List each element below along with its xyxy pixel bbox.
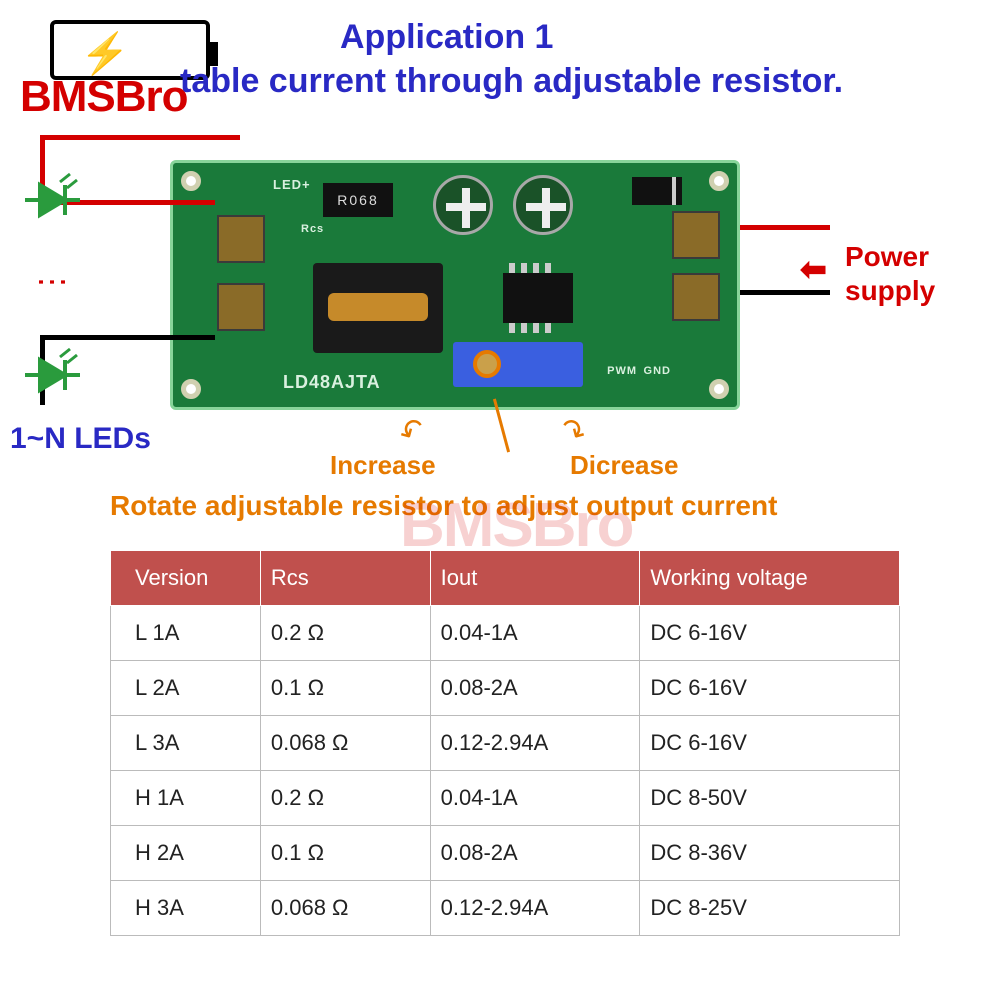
table-row: H 1A0.2 Ω0.04-1ADC 8-50V xyxy=(111,771,900,826)
pad-led-minus xyxy=(217,283,265,331)
table-cell: 0.2 Ω xyxy=(260,606,430,661)
table-cell: 0.08-2A xyxy=(430,661,640,716)
wire-negative xyxy=(40,335,215,340)
mounting-hole xyxy=(181,379,201,399)
table-header-row: Version Rcs Iout Working voltage xyxy=(111,551,900,606)
table-cell: L 1A xyxy=(111,606,261,661)
table-cell: DC 8-50V xyxy=(640,771,900,826)
col-iout: Iout xyxy=(430,551,640,606)
ellipsis-dots: ⋮ xyxy=(45,266,61,296)
diode-icon xyxy=(632,177,682,205)
mounting-hole xyxy=(709,379,729,399)
pad-led-plus xyxy=(217,215,265,263)
wire-positive xyxy=(40,135,240,140)
mounting-hole xyxy=(181,171,201,191)
pcb-board: R068 LD48AJTA LED+ Rcs GND PWM xyxy=(170,160,740,410)
table-row: L 2A0.1 Ω0.08-2ADC 6-16V xyxy=(111,661,900,716)
table-cell: L 2A xyxy=(111,661,261,716)
table-cell: 0.08-2A xyxy=(430,826,640,881)
arrow-cw-icon: ↷ xyxy=(553,410,592,453)
arrow-left-icon: ⬅ xyxy=(800,250,827,288)
table-cell: H 2A xyxy=(111,826,261,881)
table-cell: 0.12-2.94A xyxy=(430,716,640,771)
rotate-instruction: Rotate adjustable resistor to adjust out… xyxy=(110,490,777,522)
table-cell: 0.04-1A xyxy=(430,771,640,826)
table-cell: L 3A xyxy=(111,716,261,771)
potentiometer xyxy=(453,342,583,387)
table-cell: 0.068 Ω xyxy=(260,716,430,771)
application-subtitle: table current through adjustable resisto… xyxy=(180,62,843,101)
power-line1: Power xyxy=(845,241,929,272)
table-cell: DC 8-36V xyxy=(640,826,900,881)
arrow-ccw-icon: ↶ xyxy=(393,410,432,453)
ic-chip-icon xyxy=(503,273,573,323)
col-voltage: Working voltage xyxy=(640,551,900,606)
pot-screw-icon xyxy=(473,350,501,378)
silk-rcs: Rcs xyxy=(301,223,324,235)
col-rcs: Rcs xyxy=(260,551,430,606)
mounting-hole xyxy=(709,171,729,191)
col-version: Version xyxy=(111,551,261,606)
pad-gnd xyxy=(672,273,720,321)
table-cell: 0.1 Ω xyxy=(260,661,430,716)
smd-resistor: R068 xyxy=(323,183,393,217)
pad-vin xyxy=(672,211,720,259)
table-row: H 2A0.1 Ω0.08-2ADC 8-36V xyxy=(111,826,900,881)
capacitor-icon xyxy=(433,175,493,235)
table-cell: H 1A xyxy=(111,771,261,826)
increase-label: Increase xyxy=(330,450,436,481)
table-row: H 3A0.068 Ω0.12-2.94ADC 8-25V xyxy=(111,881,900,936)
table-cell: DC 6-16V xyxy=(640,606,900,661)
table-cell: 0.2 Ω xyxy=(260,771,430,826)
table-cell: 0.12-2.94A xyxy=(430,881,640,936)
decrease-label: Dicrease xyxy=(570,450,678,481)
table-cell: H 3A xyxy=(111,881,261,936)
table-cell: DC 8-25V xyxy=(640,881,900,936)
silk-gnd: GND xyxy=(644,365,671,377)
table-row: L 3A0.068 Ω0.12-2.94ADC 6-16V xyxy=(111,716,900,771)
inductor-icon xyxy=(313,263,443,353)
wire-positive xyxy=(740,225,830,230)
leds-count-label: 1~N LEDs xyxy=(10,422,151,456)
led-symbol-icon xyxy=(15,345,95,410)
table-cell: 0.068 Ω xyxy=(260,881,430,936)
application-title: Application 1 xyxy=(340,18,553,57)
table-cell: DC 6-16V xyxy=(640,716,900,771)
table-cell: 0.1 Ω xyxy=(260,826,430,881)
power-supply-label: Power supply xyxy=(845,240,935,307)
pcb-part-number: LD48AJTA xyxy=(283,372,381,393)
table-row: L 1A0.2 Ω0.04-1ADC 6-16V xyxy=(111,606,900,661)
led-symbol-icon xyxy=(15,170,95,235)
spec-table: Version Rcs Iout Working voltage L 1A0.2… xyxy=(110,550,900,936)
table-cell: 0.04-1A xyxy=(430,606,640,661)
silk-led-plus: LED+ xyxy=(273,177,311,192)
table-cell: DC 6-16V xyxy=(640,661,900,716)
wire-negative xyxy=(740,290,830,295)
capacitor-icon xyxy=(513,175,573,235)
power-line2: supply xyxy=(845,275,935,306)
logo-bolt-icon: ⚡ xyxy=(80,30,130,77)
logo-brand-text: BMSBro xyxy=(20,72,188,122)
silk-pwm: PWM xyxy=(607,365,637,377)
